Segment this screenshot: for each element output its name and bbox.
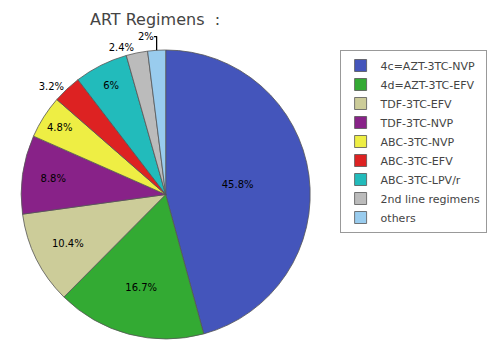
- svg-text:8.8%: 8.8%: [41, 173, 66, 184]
- svg-text:6%: 6%: [103, 80, 119, 91]
- svg-text:2%: 2%: [138, 31, 154, 42]
- svg-text:3.2%: 3.2%: [39, 81, 64, 92]
- svg-text:10.4%: 10.4%: [52, 238, 84, 249]
- svg-text:16.7%: 16.7%: [125, 282, 157, 293]
- svg-text:ABC-3TC-EFV: ABC-3TC-EFV: [381, 155, 454, 168]
- svg-text:4c=AZT-3TC-NVP: 4c=AZT-3TC-NVP: [381, 60, 475, 73]
- svg-text:ABC-3TC-NVP: ABC-3TC-NVP: [381, 136, 455, 149]
- svg-text:TDF-3TC-EFV: TDF-3TC-EFV: [380, 98, 452, 111]
- svg-text:4d=AZT-3TC-EFV: 4d=AZT-3TC-EFV: [381, 79, 475, 92]
- svg-text:2nd line regimens: 2nd line regimens: [381, 193, 480, 206]
- svg-text:4.8%: 4.8%: [47, 122, 72, 133]
- svg-text:45.8%: 45.8%: [222, 179, 254, 190]
- svg-text:TDF-3TC-NVP: TDF-3TC-NVP: [380, 117, 454, 130]
- svg-text:others: others: [381, 212, 416, 225]
- svg-text:ABC-3TC-LPV/r: ABC-3TC-LPV/r: [381, 174, 461, 187]
- svg-text:2.4%: 2.4%: [109, 42, 134, 53]
- svg-text:ART Regimens :: ART Regimens :: [90, 10, 220, 29]
